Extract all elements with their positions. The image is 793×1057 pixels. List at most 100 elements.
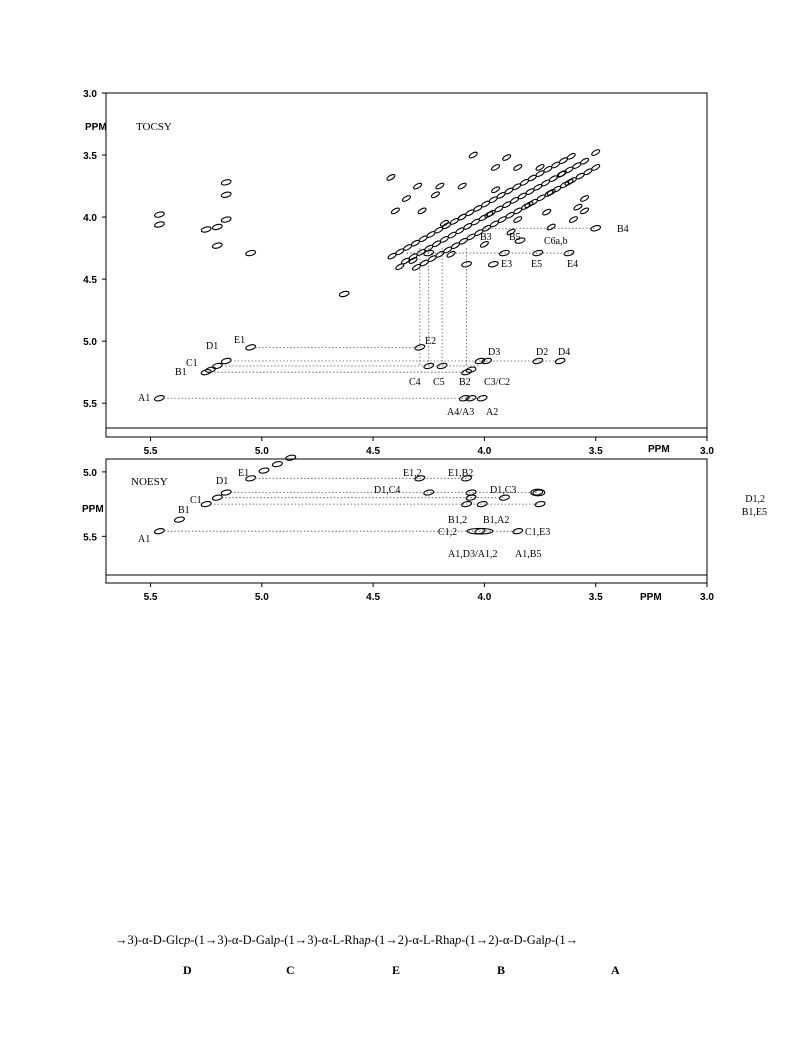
noesy-peak-label: A1 — [138, 534, 150, 545]
noesy-title: NOESY — [131, 476, 168, 488]
cross-peak — [435, 182, 445, 190]
cross-peak — [154, 211, 165, 218]
tocsy-peak-label: A1 — [138, 393, 150, 404]
noesy-peak-label: B1,E5 — [742, 507, 767, 518]
tocsy-axis-strip — [105, 427, 708, 438]
oligosaccharide-sequence: →3)-α-D-Glcp-(1→3)-α-D-Galp-(1→3)-α-L-Rh… — [115, 933, 675, 948]
cross-peak — [401, 195, 412, 202]
cross-peak — [245, 475, 257, 482]
cross-peak — [423, 362, 435, 370]
noesy-peak-label: D1 — [216, 476, 228, 487]
cross-peak — [498, 494, 510, 501]
tocsy-peak-label: B4 — [617, 224, 629, 235]
cross-peak — [524, 201, 534, 209]
cross-peak — [530, 488, 546, 497]
cross-peak — [245, 344, 257, 351]
tocsy-guides — [163, 227, 596, 399]
tocsy-x-label: PPM — [648, 444, 670, 455]
cross-peak — [513, 164, 523, 171]
x-tick-label: 5.0 — [255, 592, 269, 603]
x-tick-label: 5.0 — [255, 446, 269, 457]
cross-peak — [387, 252, 397, 260]
tocsy-peaks — [154, 149, 602, 402]
cross-peak — [476, 500, 488, 508]
x-tick-label: 3.5 — [589, 446, 603, 457]
noesy-peak-label: E1 — [238, 468, 249, 479]
seq-part-3: -(1→3)-α-L-Rha — [280, 933, 365, 947]
cross-peak — [532, 357, 544, 365]
cross-peak — [220, 489, 232, 496]
cross-peak — [591, 149, 601, 156]
cross-peak — [554, 357, 566, 365]
cross-peak — [590, 225, 602, 232]
seq-part-5: -(1→2)-α-D-Gal — [461, 933, 545, 947]
seq-italic-5: p — [544, 933, 552, 947]
cross-peak — [220, 191, 232, 198]
cross-peak — [546, 223, 556, 231]
noesy-axis-strip — [105, 574, 708, 584]
cross-peak — [390, 207, 400, 215]
noesy-x-label: PPM — [640, 592, 662, 603]
seq-part-1: →3)-α-D-Glc — [115, 933, 185, 947]
cross-peak — [258, 467, 270, 474]
cross-peak — [338, 290, 350, 298]
tocsy-panel: TOCSY PPM PPM 5.5 5.0 4.5 4.0 3.5 3.0 3.0 3.5 4.… — [83, 89, 714, 457]
cross-peak — [220, 216, 232, 223]
cross-peak — [465, 366, 477, 373]
cross-peak — [153, 528, 165, 535]
noesy-peak-label: C1 — [190, 495, 202, 506]
cross-peak — [490, 186, 501, 194]
cross-peak — [487, 261, 499, 268]
seq-italic-2: p — [273, 933, 281, 947]
x-tick-label: 3.0 — [700, 592, 714, 603]
noesy-y-label: PPM — [82, 504, 104, 515]
cross-peak — [534, 500, 546, 508]
tocsy-peak-label: E5 — [531, 259, 542, 270]
residue-label-c: C — [286, 963, 295, 977]
x-tick-label: 4.0 — [477, 446, 491, 457]
tocsy-peak-label: C5 — [433, 377, 445, 388]
cross-peak — [465, 494, 477, 501]
noesy-peak-label: E1,B2 — [448, 468, 473, 479]
cross-peak — [484, 211, 494, 218]
cross-peak — [490, 164, 501, 171]
cross-peak — [499, 249, 510, 257]
seq-part-6: -(1→ — [551, 933, 579, 947]
noesy-peak-label: D1,C3 — [490, 485, 516, 496]
cross-peak — [411, 263, 422, 271]
cross-peak — [563, 249, 575, 257]
tocsy-peak-label: E2 — [425, 336, 436, 347]
cross-peak — [512, 528, 524, 535]
tocsy-peak-label: A2 — [486, 407, 498, 418]
cross-peak — [573, 203, 583, 211]
tocsy-peak-label: D3 — [488, 347, 500, 358]
cross-peak — [220, 357, 232, 365]
cross-peak — [414, 475, 426, 482]
x-tick-label: 4.5 — [366, 592, 380, 603]
noesy-peak-label: A1,D3/A1,2 — [448, 549, 497, 560]
y-tick-label: 5.5 — [83, 399, 97, 410]
x-tick-label: 5.5 — [144, 446, 158, 457]
cross-peak — [200, 226, 212, 233]
cross-peak — [458, 395, 470, 402]
x-tick-label: 3.5 — [589, 592, 603, 603]
seq-italic-4: p — [454, 933, 462, 947]
cross-peak — [395, 263, 405, 271]
cross-peak — [271, 461, 283, 468]
cross-peak — [245, 249, 257, 257]
cross-peak — [461, 500, 473, 508]
cross-peak — [506, 228, 516, 236]
cross-peak — [474, 357, 486, 365]
y-tick-label: 5.0 — [83, 468, 97, 479]
cross-peak — [417, 207, 427, 215]
tocsy-peak-label: D2 — [536, 347, 548, 358]
residue-label-a: A — [611, 963, 620, 977]
residue-label-b: B — [497, 963, 506, 977]
cross-peak — [468, 151, 478, 159]
tocsy-peak-label: C3/C2 — [484, 377, 510, 388]
cross-peak — [408, 257, 418, 264]
cross-peak — [285, 454, 297, 461]
tocsy-peak-label: E1 — [234, 335, 245, 346]
